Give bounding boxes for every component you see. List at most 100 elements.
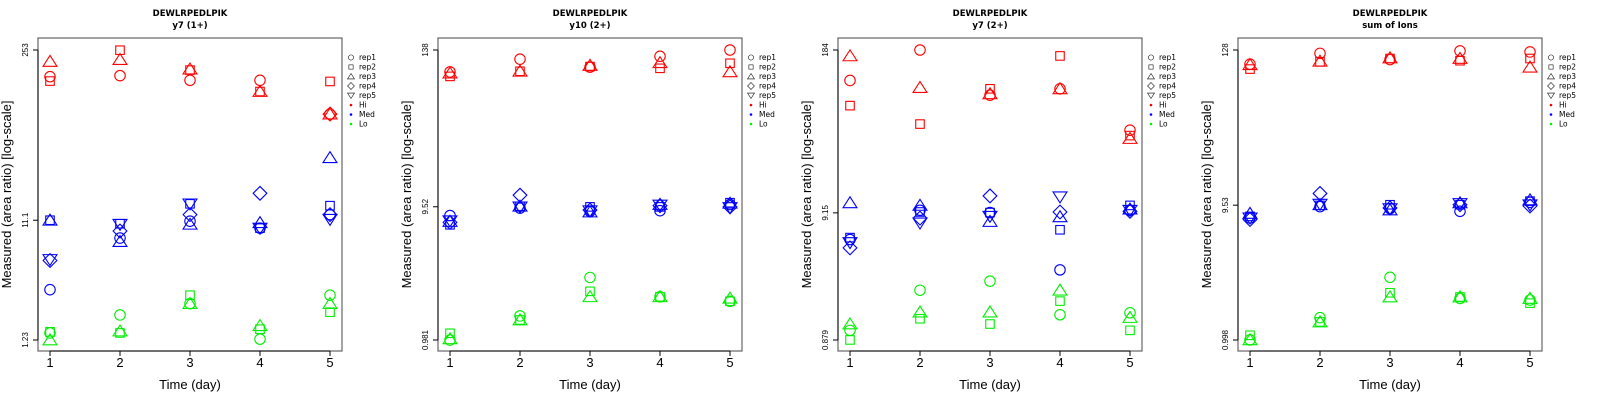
point-hi-rep2-day1 (445, 71, 455, 82)
point-lo-rep3-day1 (442, 331, 458, 345)
chart-title: DEWLRPEDLPIK (553, 9, 628, 19)
x-tick-label: 4 (1056, 355, 1063, 370)
point-med-rep5-day1 (842, 237, 858, 250)
legend-symbol-rep1 (1148, 54, 1154, 61)
point-med-rep5-day1 (442, 215, 458, 228)
point-med-rep5-day2 (1312, 198, 1328, 212)
point-med-rep5-day4 (652, 199, 668, 213)
point-lo-rep3-day1 (42, 332, 58, 346)
point-med-rep5-day4 (1452, 198, 1468, 211)
point-med-rep2-day2 (915, 207, 925, 217)
point-hi-rep2-day5 (725, 58, 735, 69)
point-hi-rep1-day4 (654, 50, 666, 63)
legend-symbol-rep5 (347, 92, 355, 100)
y-tick-label: 138 (421, 43, 430, 57)
legend-dot-med (749, 113, 753, 116)
point-med-rep5-day2 (112, 218, 128, 232)
point-lo-rep3-day1 (842, 316, 858, 330)
point-med-rep1-day3 (984, 206, 996, 219)
chart-panel-2: DEWLRPEDLPIK y10 (2+) 0.981 9.52 138 1 2 3 4 5 Tim… (400, 0, 800, 400)
point-hi-rep1-day2 (514, 53, 526, 65)
point-hi-rep3-day3 (1382, 50, 1398, 64)
point-lo-rep1-day2 (514, 310, 526, 322)
legend-label-lo: Lo (759, 120, 768, 129)
point-lo-rep3-day2 (1312, 314, 1328, 328)
point-lo-rep3-day4 (1452, 289, 1468, 303)
point-med-rep3-day4 (1052, 209, 1068, 223)
point-lo-rep3-day5 (722, 291, 738, 304)
point-med-rep2-day4 (1055, 224, 1065, 235)
legend-dot-hi (1149, 103, 1153, 107)
point-hi-rep2-day3 (985, 83, 995, 94)
legend-symbol-rep3 (747, 72, 755, 80)
x-tick-label: 3 (586, 355, 593, 370)
legend-label-med: Med (1159, 110, 1175, 119)
point-lo-rep3-day3 (182, 296, 198, 309)
data-points (42, 45, 338, 346)
point-med-rep3-day4 (652, 197, 668, 210)
legend-label-rep2: rep2 (359, 63, 376, 72)
x-tick-label: 1 (46, 355, 53, 370)
point-med-rep4-day4 (252, 185, 268, 201)
chart-subtitle: y7 (1+) (172, 21, 207, 31)
legend-symbol-rep2 (1148, 64, 1154, 70)
y-axis-label: Measured (area ratio) [log-scale] (0, 101, 14, 289)
y-tick-label: 9.53 (1221, 197, 1230, 213)
point-hi-rep1-day2 (114, 69, 126, 82)
point-med-rep5-day3 (1382, 203, 1398, 216)
point-med-rep5-day2 (912, 217, 928, 231)
scatter-plot-2: DEWLRPEDLPIK y10 (2+) 0.981 9.52 138 1 2 3 4 5 Tim… (400, 9, 776, 392)
point-hi-rep3-day2 (112, 52, 128, 66)
legend-label-rep1: rep1 (759, 53, 776, 62)
point-med-rep5-day3 (582, 205, 598, 218)
legend-dot-lo (1549, 122, 1553, 126)
point-med-rep5-day4 (1052, 191, 1068, 204)
x-tick-label: 5 (1526, 355, 1533, 370)
point-hi-rep3-day4 (1052, 81, 1068, 95)
point-hi-rep2-day2 (915, 119, 925, 129)
scatter-plot-4: DEWLRPEDLPIK sum of Ions 0.998 9.53 128 1 2 3 4 5… (1200, 9, 1576, 392)
x-tick-label: 2 (116, 355, 123, 370)
legend-dot-hi (749, 103, 753, 107)
legend-label-rep4: rep4 (1559, 82, 1576, 91)
point-med-rep4-day2 (912, 210, 928, 226)
y-tick-label: 1.23 (21, 332, 30, 348)
legend-label-rep3: rep3 (359, 72, 376, 81)
point-lo-rep1-day2 (914, 284, 926, 296)
point-lo-rep2-day1 (1245, 330, 1255, 341)
legend-symbol-rep4 (347, 82, 355, 90)
point-lo-rep2-day5 (1125, 325, 1135, 336)
point-hi-rep3-day5 (1522, 60, 1538, 73)
point-med-rep5-day2 (512, 201, 528, 214)
point-med-rep5-day5 (322, 213, 338, 227)
point-med-rep4-day2 (112, 223, 128, 239)
point-hi-rep3-day3 (182, 62, 198, 75)
point-med-rep5-day3 (982, 210, 998, 224)
point-med-rep4-day3 (182, 206, 198, 223)
y-tick-label: 128 (1221, 43, 1230, 57)
point-lo-rep1-day3 (584, 271, 596, 284)
chart-title: DEWLRPEDLPIK (153, 9, 228, 19)
chart-title: DEWLRPEDLPIK (1353, 9, 1428, 19)
y-tick-label: 253 (21, 43, 30, 57)
point-med-rep3-day2 (512, 199, 528, 212)
point-med-rep3-day3 (982, 214, 998, 227)
point-hi-rep3-day4 (252, 84, 268, 97)
chart-panel-3: DEWLRPEDLPIK y7 (2+) 0.879 9.15 184 1 2 3 4 5 Time… (800, 0, 1200, 400)
point-lo-rep2-day5 (725, 296, 735, 307)
point-hi-rep2-day4 (1455, 55, 1465, 66)
point-hi-rep3-day2 (1312, 54, 1328, 67)
point-hi-rep4-day5 (322, 106, 338, 122)
x-axis-label: Time (day) (159, 377, 221, 392)
chart-subtitle: y7 (2+) (972, 21, 1007, 31)
point-lo-rep3-day3 (1382, 289, 1398, 303)
point-med-rep5-day5 (1522, 199, 1538, 212)
legend-symbol-rep1 (348, 54, 354, 61)
point-lo-rep1-day3 (984, 275, 996, 287)
chart-panel-4: DEWLRPEDLPIK sum of Ions 0.998 9.53 128 1 2 3 4 5… (1200, 0, 1600, 400)
legend-label-rep5: rep5 (759, 91, 776, 100)
x-axis-label: Time (day) (959, 377, 1021, 392)
point-hi-rep3-day3 (982, 86, 998, 100)
legend-dot-med (349, 113, 353, 116)
point-med-rep4-day2 (1312, 185, 1328, 202)
